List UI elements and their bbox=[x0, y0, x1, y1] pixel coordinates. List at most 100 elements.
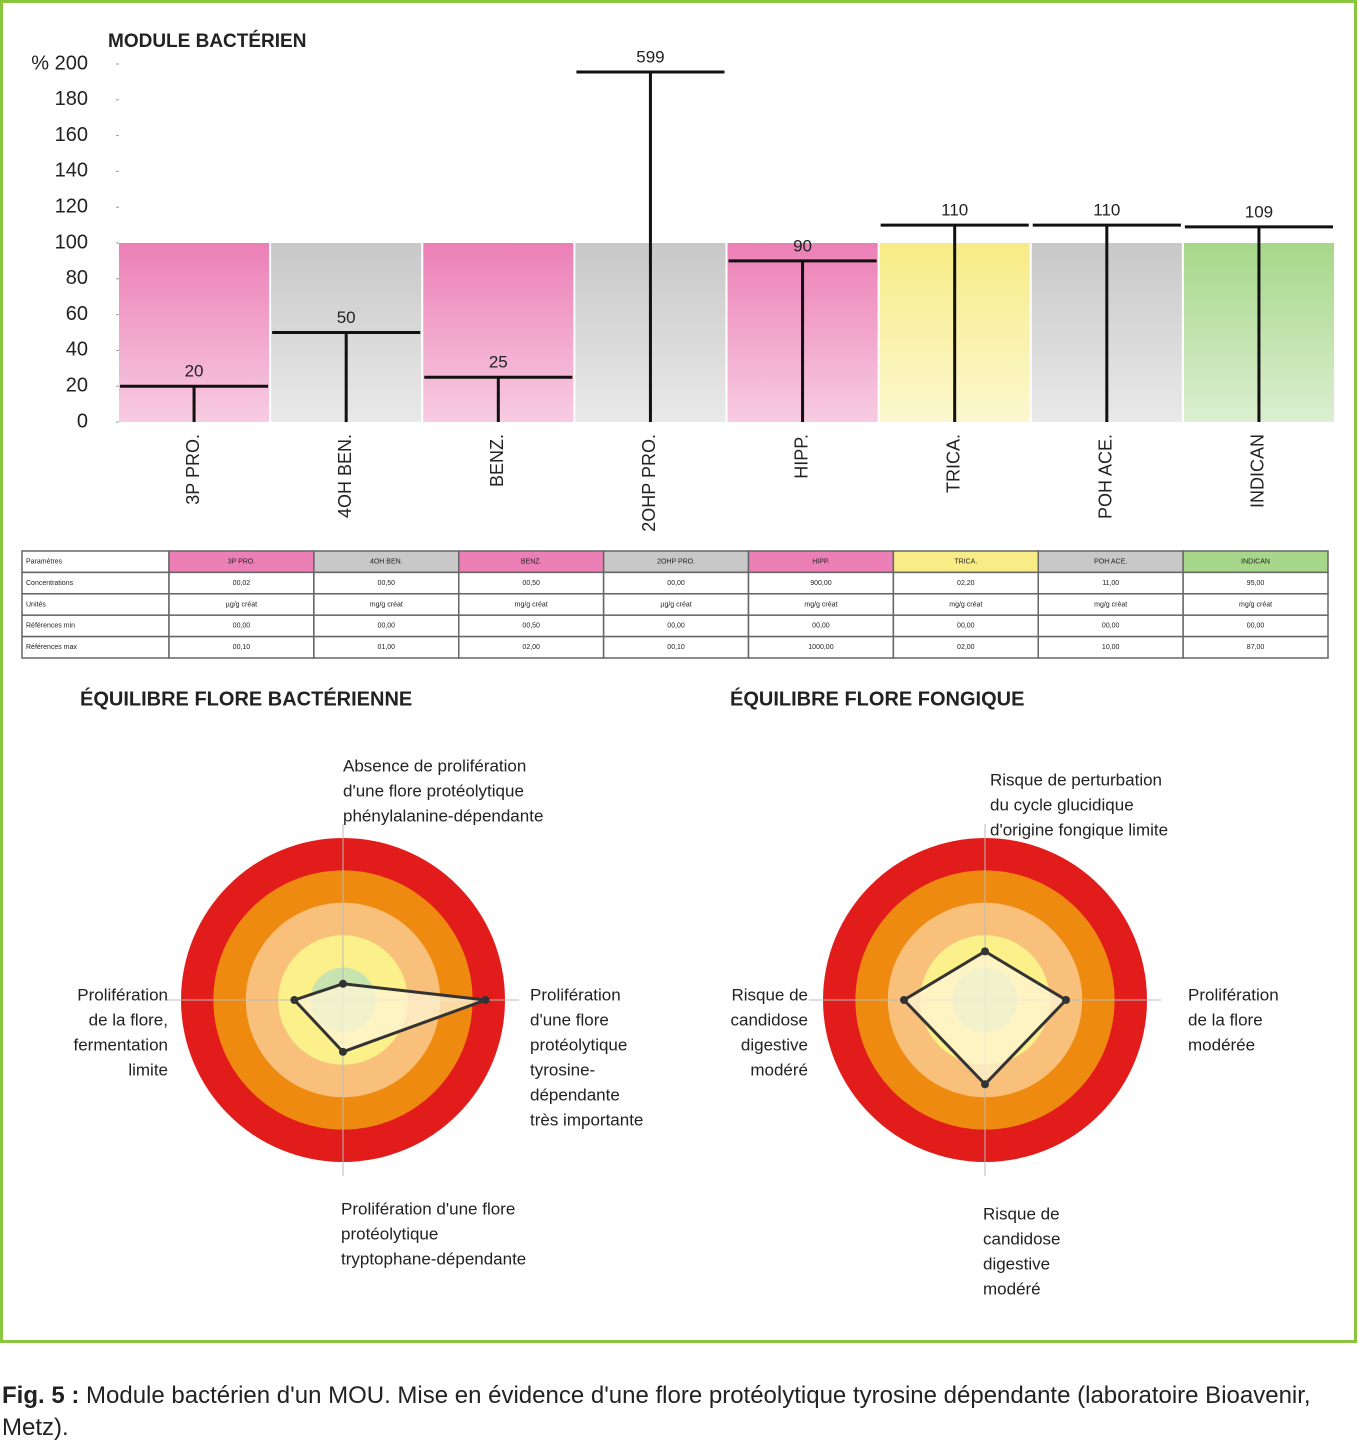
error-mark bbox=[272, 331, 421, 422]
axis-label: modérée bbox=[1188, 1035, 1255, 1054]
axis-label: candidose bbox=[983, 1229, 1061, 1248]
y-tick-label: 180 bbox=[55, 88, 88, 110]
table-text: Paramètres bbox=[26, 559, 63, 566]
axis-label: d'origine fongique limite bbox=[990, 820, 1168, 839]
x-tick-label: 3P PRO. bbox=[183, 434, 203, 505]
table-text: mg/g créat bbox=[949, 601, 982, 608]
x-tick-label: INDICAN bbox=[1248, 434, 1268, 508]
table-text: mg/g créat bbox=[1094, 601, 1127, 608]
table-text: 02,00 bbox=[957, 644, 975, 651]
table-text: 00,00 bbox=[957, 623, 975, 630]
value-label: 110 bbox=[1093, 201, 1120, 220]
radar-point bbox=[290, 996, 299, 1004]
table-text: BENZ. bbox=[521, 559, 542, 566]
table-text: 00,00 bbox=[233, 623, 251, 630]
table-text: 4OH BEN. bbox=[370, 559, 403, 566]
axis-label: protéolytique bbox=[530, 1035, 627, 1054]
table-text: 00,00 bbox=[1247, 623, 1265, 630]
axis-label: Risque de bbox=[983, 1204, 1060, 1223]
axis-label: protéolytique bbox=[341, 1224, 438, 1243]
axis-label: candidose bbox=[730, 1010, 808, 1029]
table-text: Unités bbox=[26, 601, 46, 608]
y-tick-label: 60 bbox=[66, 303, 88, 325]
y-tick-label: 140 bbox=[55, 160, 88, 182]
table-text: 00,00 bbox=[812, 623, 830, 630]
table-text: Concentrations bbox=[26, 580, 74, 587]
chart-title: ÉQUILIBRE FLORE BACTÉRIENNE bbox=[80, 687, 412, 710]
table-text: mg/g créat bbox=[370, 601, 403, 608]
figure: MODULE BACTÉRIEN 0 20 40 60 80 100 120 140 160 180… bbox=[0, 0, 1357, 1343]
axis-label: modéré bbox=[750, 1060, 808, 1079]
table-text: 00,02 bbox=[233, 580, 251, 587]
axis-label: modéré bbox=[983, 1279, 1041, 1298]
radar-point bbox=[339, 1047, 347, 1056]
axis-label: tryptophane-dépendante bbox=[341, 1249, 526, 1268]
axis-label: phénylalanine-dépendante bbox=[343, 806, 543, 825]
table-text: 00,50 bbox=[522, 623, 540, 630]
y-tick-label: 0 bbox=[77, 410, 88, 432]
value-label: 25 bbox=[489, 353, 508, 372]
value-label: 20 bbox=[185, 362, 204, 381]
table-text: POH ACE. bbox=[1094, 559, 1127, 566]
caption-text: Module bactérien d'un MOU. Mise en évide… bbox=[2, 1382, 1311, 1441]
y-tick-label: 80 bbox=[66, 267, 88, 289]
table-text: TRICA. bbox=[954, 559, 977, 566]
axis-label: de la flore bbox=[1188, 1010, 1263, 1029]
y-tick-label: 100 bbox=[55, 231, 88, 253]
table-text: Références max bbox=[26, 644, 77, 651]
table-text: 00,50 bbox=[522, 580, 540, 587]
table-text: 2OHP PRO. bbox=[657, 559, 695, 566]
table-text: 95,00 bbox=[1247, 580, 1265, 587]
axis-label: Prolifération bbox=[1188, 985, 1279, 1004]
axis-label: Risque de bbox=[731, 985, 808, 1004]
error-mark bbox=[1032, 223, 1181, 422]
table-text: 1000,00 bbox=[808, 644, 833, 651]
table-text: µg/g créat bbox=[660, 601, 691, 608]
table-text: 02,00 bbox=[522, 644, 540, 651]
axis-label: Prolifération bbox=[77, 985, 168, 1004]
x-tick-label: BENZ. bbox=[487, 434, 507, 487]
value-label: 50 bbox=[337, 308, 356, 327]
table-text: 3P PRO. bbox=[228, 559, 256, 566]
y-tick-label: 160 bbox=[55, 124, 88, 146]
axis-label: Absence de prolifération bbox=[343, 756, 526, 775]
value-label: 599 bbox=[636, 47, 664, 66]
radar-point bbox=[900, 996, 908, 1004]
chart-title: ÉQUILIBRE FLORE FONGIQUE bbox=[730, 687, 1024, 710]
table-text: mg/g créat bbox=[515, 601, 548, 608]
x-tick-label: 4OH BEN. bbox=[335, 434, 355, 518]
caption: Fig. 5 : Module bactérien d'un MOU. Mise… bbox=[2, 1380, 1354, 1444]
radar-point bbox=[981, 947, 989, 956]
error-mark bbox=[120, 384, 269, 422]
x-tick-label: POH ACE. bbox=[1096, 434, 1116, 519]
x-tick-label: 2OHP PRO. bbox=[639, 434, 659, 532]
axis-label: digestive bbox=[983, 1254, 1050, 1273]
axis-label: du cycle glucidique bbox=[990, 795, 1134, 814]
axis-label: Prolifération d'une flore bbox=[341, 1199, 515, 1218]
table-text: 10,00 bbox=[1102, 644, 1120, 651]
table-text: mg/g créat bbox=[804, 601, 837, 608]
table-text: 00,00 bbox=[667, 580, 685, 587]
value-label: 109 bbox=[1245, 202, 1273, 221]
axis-label: digestive bbox=[741, 1035, 808, 1054]
table-text: 900,00 bbox=[810, 580, 832, 587]
value-label: 90 bbox=[793, 236, 812, 255]
axis-label: de la flore, bbox=[89, 1010, 168, 1029]
error-mark bbox=[728, 259, 877, 422]
y-tick-label: 120 bbox=[55, 195, 88, 217]
axis-label: très importante bbox=[530, 1110, 643, 1129]
axis-label: tyrosine- bbox=[530, 1060, 595, 1079]
error-mark bbox=[1184, 225, 1333, 422]
table-text: 02,20 bbox=[957, 580, 975, 587]
error-mark bbox=[576, 70, 725, 422]
axis-label: dépendante bbox=[530, 1085, 620, 1104]
table-text: 01,00 bbox=[378, 644, 396, 651]
x-tick-label: HIPP. bbox=[791, 434, 811, 479]
table-text: 00,00 bbox=[1102, 623, 1120, 630]
table-text: mg/g créat bbox=[1239, 601, 1272, 608]
axis-label: d'une flore bbox=[530, 1010, 609, 1029]
table-text: 00,50 bbox=[378, 580, 396, 587]
y-tick-label: 40 bbox=[66, 339, 88, 361]
table-text: 00,10 bbox=[233, 644, 251, 651]
